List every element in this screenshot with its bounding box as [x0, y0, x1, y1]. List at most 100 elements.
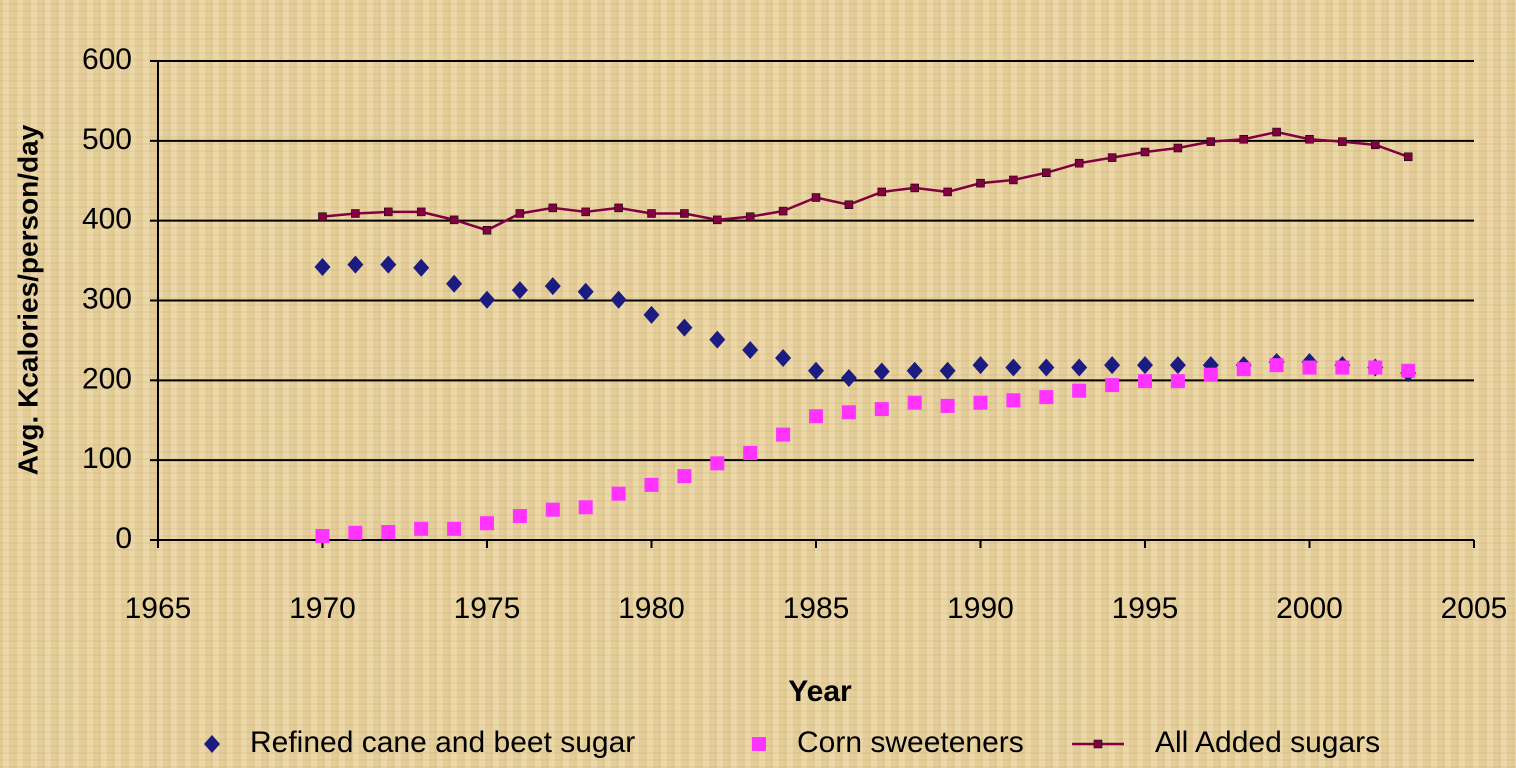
marker: [643, 305, 660, 324]
marker: [943, 187, 952, 197]
marker: [1140, 147, 1150, 157]
marker: [479, 290, 495, 309]
marker: [940, 398, 955, 413]
marker: [1009, 175, 1018, 185]
marker: [1074, 158, 1084, 168]
marker: [742, 340, 759, 359]
marker: [844, 200, 854, 209]
marker: [1170, 374, 1185, 389]
marker: [677, 469, 692, 484]
marker: [577, 282, 594, 301]
y-axis-title: Avg. Kcalories/person/day: [12, 124, 43, 475]
marker: [1005, 358, 1022, 377]
marker: [906, 361, 923, 380]
marker: [709, 330, 726, 349]
legend-label: All Added sugars: [1155, 726, 1380, 759]
marker: [480, 516, 494, 531]
x-tick-label: 1985: [783, 592, 850, 625]
x-tick-label: 2000: [1276, 592, 1343, 625]
marker: [1335, 360, 1350, 375]
marker: [972, 356, 989, 375]
y-tick-label: 0: [115, 522, 132, 555]
marker: [1071, 358, 1088, 377]
marker: [315, 529, 330, 544]
marker: [611, 486, 626, 501]
marker: [976, 178, 985, 188]
marker: [511, 281, 528, 300]
marker: [1338, 137, 1347, 146]
marker: [1269, 358, 1284, 373]
marker: [647, 209, 656, 218]
x-tick-label: 1975: [454, 592, 521, 625]
marker: [1169, 356, 1186, 375]
marker: [841, 405, 856, 420]
marker: [1371, 140, 1380, 150]
marker: [644, 477, 659, 492]
marker: [482, 225, 492, 235]
marker: [676, 318, 693, 337]
marker: [680, 209, 689, 218]
marker: [1042, 168, 1051, 178]
marker: [578, 500, 593, 515]
marker: [752, 737, 766, 751]
marker: [1239, 134, 1248, 144]
marker: [447, 521, 462, 536]
marker: [809, 409, 823, 424]
marker: [544, 277, 561, 296]
marker: [1072, 383, 1087, 398]
marker: [384, 207, 393, 217]
marker: [1137, 356, 1153, 375]
marker: [907, 395, 922, 410]
marker: [318, 212, 327, 221]
marker: [776, 427, 791, 442]
y-tick-label: 600: [82, 43, 132, 76]
marker: [545, 502, 560, 517]
marker: [1038, 358, 1055, 377]
marker: [811, 193, 821, 202]
marker: [1203, 367, 1218, 382]
marker: [413, 258, 430, 277]
marker: [1368, 360, 1383, 375]
x-tick-label: 1980: [618, 592, 685, 625]
marker: [743, 445, 758, 460]
marker: [548, 203, 558, 213]
marker: [775, 348, 792, 367]
x-tick-label: 1995: [1112, 592, 1179, 625]
marker: [1138, 374, 1152, 389]
marker: [713, 215, 722, 225]
marker: [1093, 739, 1103, 749]
marker: [1302, 360, 1317, 375]
marker: [1206, 137, 1216, 146]
x-tick-label: 2005: [1441, 592, 1508, 625]
marker: [314, 257, 331, 276]
marker: [910, 183, 919, 193]
marker: [416, 207, 426, 217]
marker: [1039, 390, 1054, 405]
marker: [581, 207, 590, 217]
y-tick-label: 500: [82, 123, 132, 156]
marker: [381, 525, 396, 540]
y-tick-label: 100: [82, 442, 132, 475]
marker: [1173, 143, 1183, 153]
marker: [380, 255, 397, 274]
y-tick-label: 200: [82, 362, 132, 395]
x-axis-title: Year: [788, 675, 852, 708]
marker: [610, 290, 627, 309]
marker: [778, 206, 788, 216]
marker: [1401, 363, 1416, 378]
marker: [414, 521, 429, 536]
marker: [1105, 378, 1120, 393]
marker: [710, 456, 725, 471]
marker: [449, 215, 459, 225]
marker: [347, 255, 364, 274]
marker: [877, 187, 887, 197]
legend-label: Refined cane and beet sugar: [250, 726, 635, 759]
marker: [873, 362, 890, 381]
marker: [840, 368, 857, 387]
marker: [512, 509, 527, 524]
marker: [1272, 127, 1281, 137]
legend-label: Corn sweeteners: [797, 726, 1024, 759]
marker: [204, 735, 220, 753]
marker: [446, 274, 463, 293]
